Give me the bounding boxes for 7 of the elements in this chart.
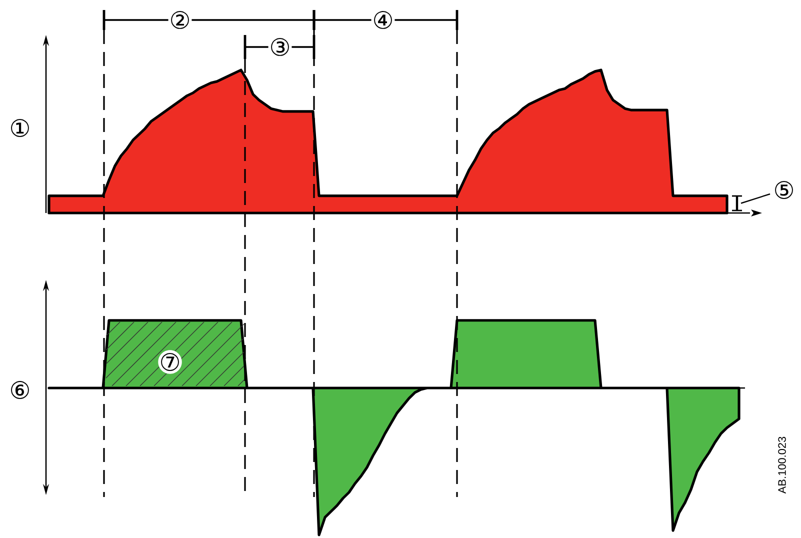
text: ② [171,11,189,29]
text: AB.100.023 [778,436,786,494]
text: ④ [374,11,392,29]
y-axis-title: ⑥ [11,381,29,399]
y-axis-title: ① [11,119,29,137]
text: ③ [271,38,289,56]
text: ⑤ [775,181,793,199]
